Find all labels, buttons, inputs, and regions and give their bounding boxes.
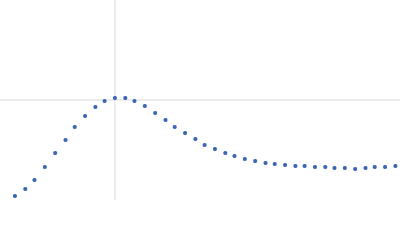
point: [32, 178, 37, 182]
point: [302, 164, 307, 168]
point: [42, 165, 47, 169]
point: [93, 105, 98, 109]
point: [232, 154, 237, 158]
point: [172, 125, 177, 129]
point: [363, 166, 368, 170]
point: [53, 151, 58, 155]
point: [283, 163, 288, 167]
point: [163, 118, 168, 122]
point: [272, 162, 277, 166]
point: [123, 96, 128, 100]
point: [383, 165, 388, 169]
point: [312, 165, 317, 169]
chart: [0, 0, 400, 200]
point: [132, 99, 137, 103]
point: [153, 111, 158, 115]
point: [72, 125, 77, 129]
point: [253, 159, 258, 163]
point: [12, 194, 17, 198]
point: [353, 167, 358, 171]
point: [142, 104, 147, 108]
point: [193, 137, 198, 141]
point: [212, 147, 217, 151]
point: [263, 161, 268, 165]
point: [112, 96, 117, 100]
point: [83, 114, 88, 118]
point: [183, 131, 188, 135]
point: [332, 166, 337, 170]
point: [342, 166, 347, 170]
point: [372, 165, 377, 169]
point: [202, 143, 207, 147]
point: [323, 165, 328, 169]
point: [102, 99, 107, 103]
point: [293, 164, 298, 168]
point: [242, 157, 247, 161]
point: [393, 164, 398, 168]
point: [63, 138, 68, 142]
point: [23, 187, 28, 191]
point: [223, 151, 228, 155]
